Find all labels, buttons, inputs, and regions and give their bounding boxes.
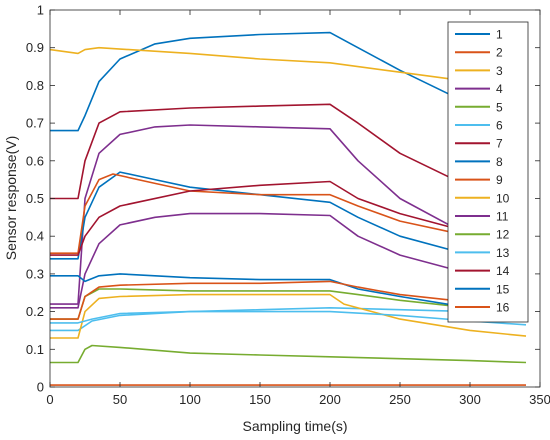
x-tick-label: 250 (389, 392, 411, 407)
legend-label: 2 (496, 46, 503, 60)
y-axis-label: Sensor response(V) (3, 136, 19, 261)
series-line-8 (50, 171, 527, 264)
x-tick-label: 200 (319, 392, 341, 407)
legend-label: 10 (496, 191, 510, 205)
series-line-16 (50, 280, 527, 320)
x-tick-label: 150 (249, 392, 271, 407)
legend-label: 1 (496, 28, 503, 42)
y-tick-label: 0.9 (26, 40, 44, 55)
x-tick-label: 300 (459, 392, 481, 407)
legend-label: 9 (496, 173, 503, 187)
y-tick-label: 0.8 (26, 78, 44, 93)
x-tick-label: 0 (46, 392, 53, 407)
legend-label: 13 (496, 246, 510, 260)
y-tick-label: 0.1 (26, 342, 44, 357)
y-ticks: 0 0.1 0.2 0.3 0.4 0.5 0.6 0.7 0.8 0.9 1 (26, 3, 540, 395)
y-tick-label: 0.6 (26, 153, 44, 168)
y-tick-label: 0 (37, 380, 44, 395)
series-line-6 (50, 306, 527, 332)
series-line-5 (50, 344, 527, 364)
legend-label: 11 (496, 210, 509, 224)
legend-label: 5 (496, 100, 503, 114)
series-line-1 (50, 31, 527, 132)
series-line-4 (50, 124, 527, 305)
series-line-13 (50, 310, 527, 326)
x-tick-label: 350 (529, 392, 550, 407)
legend-label: 14 (496, 264, 510, 278)
x-tick-label: 50 (113, 392, 127, 407)
y-tick-label: 0.3 (26, 266, 44, 281)
legend-label: 15 (496, 282, 510, 296)
legend-label: 16 (496, 301, 510, 315)
series-line-10 (50, 293, 527, 339)
y-tick-label: 1 (37, 3, 44, 18)
series-line-11 (50, 212, 527, 309)
series-line-15 (50, 273, 527, 313)
y-tick-label: 0.2 (26, 304, 44, 319)
legend-box (447, 21, 529, 323)
y-tick-label: 0.7 (26, 116, 44, 131)
legend-label: 7 (496, 137, 503, 151)
series-line-3 (49, 46, 527, 89)
x-axis-label: Sampling time(s) (242, 418, 347, 434)
legend-label: 3 (496, 64, 503, 78)
x-tick-label: 100 (179, 392, 201, 407)
series-line-14 (50, 180, 527, 256)
y-tick-label: 0.5 (26, 191, 44, 206)
x-ticks: 0 50 100 150 200 250 300 350 (46, 10, 550, 407)
series-line-7 (50, 103, 527, 207)
series-layer (49, 31, 527, 386)
legend-label: 6 (496, 119, 503, 133)
legend-label: 8 (496, 155, 503, 169)
legend-label: 4 (496, 82, 503, 96)
legend-label: 12 (496, 228, 510, 242)
y-tick-label: 0.4 (26, 229, 44, 244)
